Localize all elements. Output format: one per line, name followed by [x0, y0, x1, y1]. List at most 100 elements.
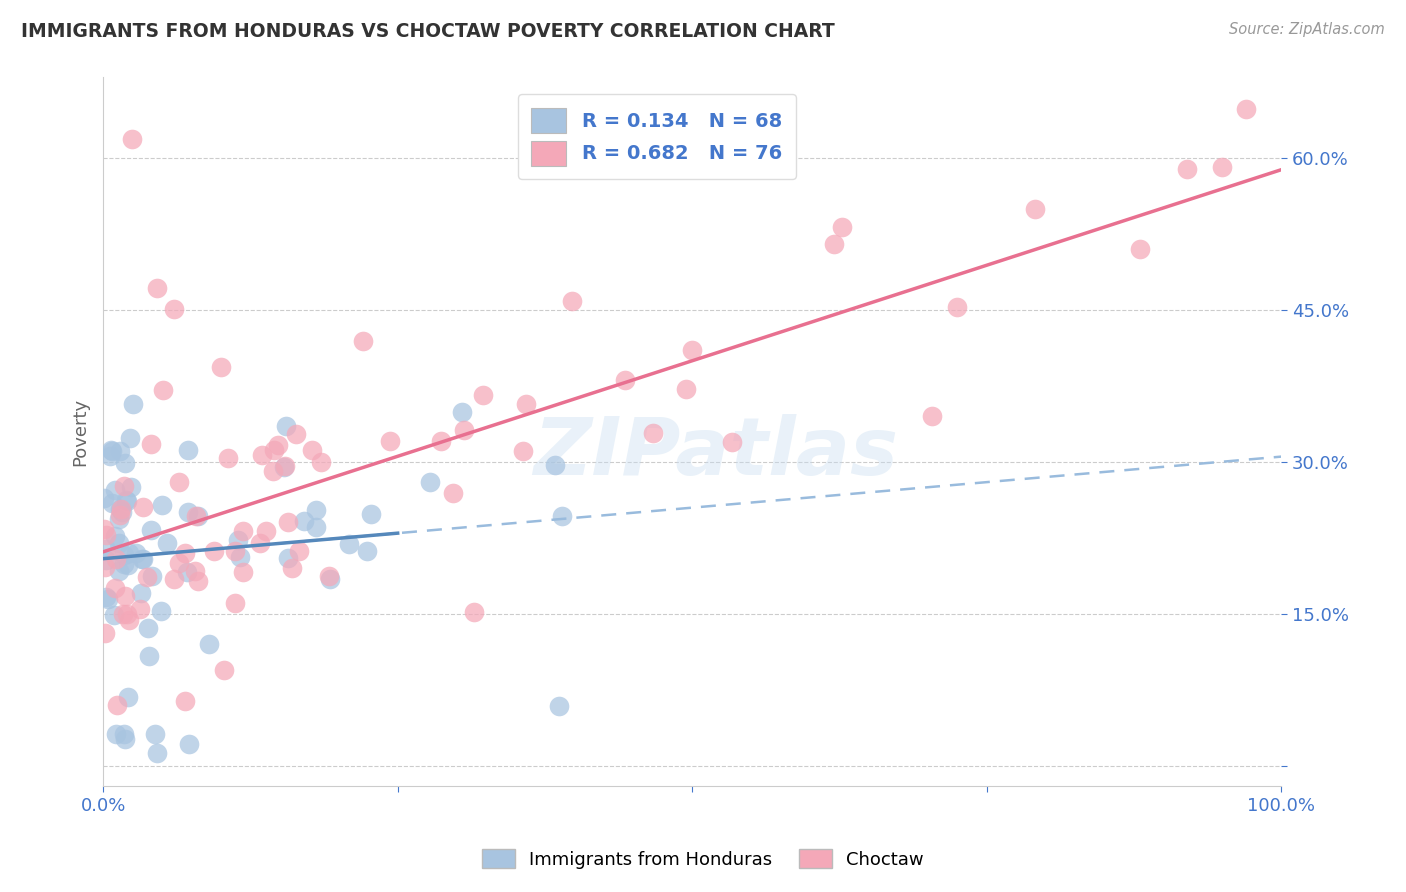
Text: ZIPatlas: ZIPatlas [533, 414, 898, 492]
Point [105, 698, 128, 712]
Point [380, 434, 402, 448]
Point [139, 524, 162, 538]
Point [337, 537, 360, 551]
Point [167, 475, 190, 489]
Point [163, 301, 186, 316]
Point [1211, 160, 1233, 174]
Point [156, 536, 179, 550]
Point [232, 524, 254, 538]
Text: IMMIGRANTS FROM HONDURAS VS CHOCTAW POVERTY CORRELATION CHART: IMMIGRANTS FROM HONDURAS VS CHOCTAW POVE… [21, 22, 835, 41]
Point [352, 334, 374, 349]
Point [224, 544, 246, 558]
Point [112, 548, 135, 562]
Point [94, 553, 117, 567]
Point [93, 626, 115, 640]
Point [162, 573, 184, 587]
Point [167, 556, 190, 570]
Point [226, 533, 249, 547]
Point [823, 236, 845, 251]
Point [184, 508, 207, 523]
Point [174, 546, 197, 560]
Point [152, 383, 174, 397]
Point [114, 727, 136, 741]
Legend: Immigrants from Honduras, Choctaw: Immigrants from Honduras, Choctaw [475, 841, 931, 876]
Point [179, 737, 201, 751]
Point [184, 564, 207, 578]
Point [93, 491, 115, 506]
Point [614, 373, 637, 387]
Point [176, 565, 198, 579]
Point [451, 405, 474, 419]
Point [254, 524, 277, 539]
Point [441, 485, 464, 500]
Point [250, 448, 273, 462]
Point [141, 568, 163, 582]
Point [274, 458, 297, 473]
Point [267, 438, 290, 452]
Point [104, 529, 127, 543]
Point [132, 500, 155, 514]
Point [187, 574, 209, 588]
Point [143, 727, 166, 741]
Point [104, 552, 127, 566]
Point [177, 505, 200, 519]
Legend: R = 0.134   N = 68, R = 0.682   N = 76: R = 0.134 N = 68, R = 0.682 N = 76 [517, 95, 796, 179]
Point [512, 443, 534, 458]
Point [114, 456, 136, 470]
Point [551, 509, 574, 524]
Point [228, 550, 250, 565]
Point [152, 498, 174, 512]
Point [103, 607, 125, 622]
Point [94, 541, 117, 556]
Point [121, 132, 143, 146]
Point [681, 343, 703, 357]
Point [120, 480, 142, 494]
Point [132, 551, 155, 566]
Point [146, 280, 169, 294]
Point [94, 528, 117, 542]
Point [104, 581, 127, 595]
Point [124, 546, 146, 560]
Point [111, 505, 134, 519]
Point [103, 483, 125, 497]
Point [129, 602, 152, 616]
Point [301, 442, 323, 457]
Point [145, 746, 167, 760]
Point [311, 455, 333, 469]
Point [273, 459, 295, 474]
Point [277, 515, 299, 529]
Point [198, 637, 221, 651]
Point [108, 536, 131, 550]
Point [249, 535, 271, 549]
Point [471, 388, 494, 402]
Point [515, 397, 537, 411]
Point [94, 590, 117, 604]
Text: Source: ZipAtlas.com: Source: ZipAtlas.com [1229, 22, 1385, 37]
Point [305, 520, 328, 534]
Point [217, 451, 239, 466]
Point [921, 409, 943, 424]
Point [138, 648, 160, 663]
Point [831, 219, 853, 234]
Point [1129, 242, 1152, 256]
Point [1234, 102, 1257, 116]
Point [100, 444, 122, 458]
Point [108, 501, 131, 516]
Point [112, 607, 135, 621]
Point [112, 479, 135, 493]
Point [430, 434, 453, 448]
Point [1175, 161, 1198, 176]
Point [107, 564, 129, 578]
Point [112, 557, 135, 571]
Point [453, 423, 475, 437]
Point [94, 560, 117, 574]
Point [292, 515, 315, 529]
Point [131, 551, 153, 566]
Point [117, 558, 139, 572]
Point [318, 568, 340, 582]
Point [120, 431, 142, 445]
Point [108, 444, 131, 458]
Point [177, 442, 200, 457]
Point [560, 294, 582, 309]
Point [305, 503, 328, 517]
